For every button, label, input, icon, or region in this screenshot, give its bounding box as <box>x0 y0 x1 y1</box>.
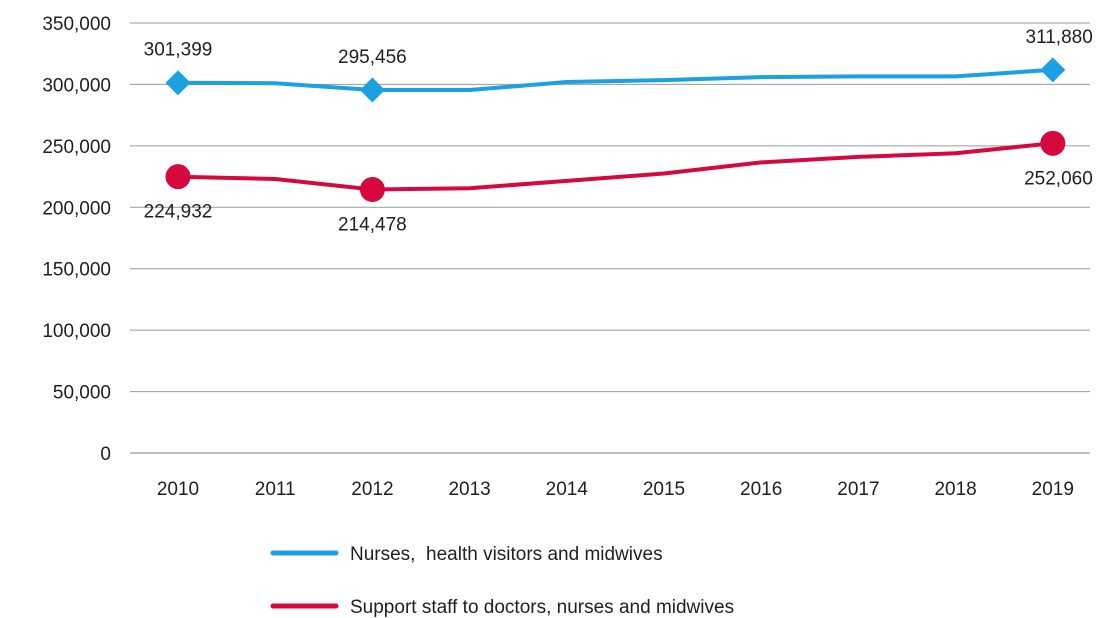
x-tick-label: 2013 <box>448 479 490 500</box>
y-tick-label: 50,000 <box>53 383 111 404</box>
x-tick-label: 2015 <box>643 479 685 500</box>
x-tick-label: 2017 <box>837 479 879 500</box>
x-tick-label: 2019 <box>1032 479 1074 500</box>
x-tick-label: 2018 <box>934 479 976 500</box>
data-marker-diamond <box>165 70 191 96</box>
legend-label-nurses: Nurses, health visitors and midwives <box>350 544 663 565</box>
x-axis-ticks: 2010 2011 2012 2013 2014 2015 2016 2017 2018 2019 <box>157 479 1074 500</box>
data-marker-circle <box>165 164 191 190</box>
y-tick-label: 150,000 <box>42 260 111 281</box>
gridlines <box>130 22 1090 454</box>
data-marker-circle <box>359 176 385 202</box>
data-labels: 301,399 295,456 311,880 224,932 214,478 252,0… <box>144 27 1093 236</box>
series-lines <box>176 67 1055 192</box>
legend-label-support-staff: Support staff to doctors, nurses and mid… <box>350 597 734 618</box>
y-tick-label: 250,000 <box>42 137 111 158</box>
y-tick-label: 350,000 <box>42 14 111 35</box>
data-label: 295,456 <box>338 47 407 68</box>
x-tick-label: 2011 <box>255 479 296 500</box>
data-marker-diamond <box>1040 57 1066 83</box>
x-tick-label: 2016 <box>740 479 782 500</box>
y-tick-label: 200,000 <box>42 198 111 219</box>
data-label: 252,060 <box>1024 168 1093 189</box>
series-line-0 <box>176 67 1055 92</box>
data-marker-diamond <box>359 77 385 103</box>
legend: Nurses, health visitors and midwives Sup… <box>270 544 734 618</box>
data-label: 214,478 <box>338 214 407 235</box>
data-marker-circle <box>1040 130 1066 156</box>
y-axis-ticks: 0 50,000 100,000 150,000 200,000 250,000 300,0… <box>42 14 111 465</box>
data-label: 224,932 <box>144 202 213 223</box>
data-label: 311,880 <box>1026 27 1093 48</box>
y-tick-label: 100,000 <box>42 321 111 342</box>
y-tick-label: 300,000 <box>42 75 111 96</box>
data-label: 301,399 <box>144 40 213 61</box>
series-line-1 <box>176 141 1055 192</box>
x-tick-label: 2010 <box>157 479 199 500</box>
x-tick-label: 2012 <box>351 479 393 500</box>
y-tick-label: 0 <box>100 444 111 465</box>
series-markers <box>165 57 1066 202</box>
x-tick-label: 2014 <box>546 479 589 500</box>
